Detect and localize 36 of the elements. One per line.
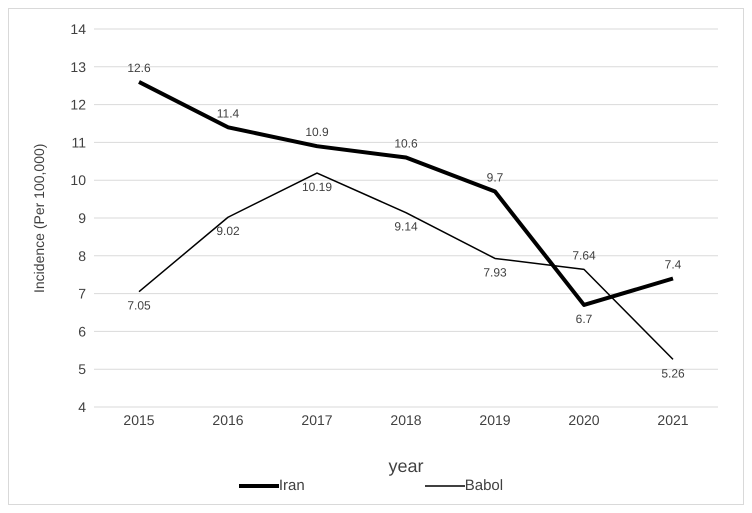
data-label: 5.26 xyxy=(661,366,685,380)
data-label: 10.19 xyxy=(302,180,332,194)
x-tick-label: 2020 xyxy=(568,412,600,428)
y-tick-label: 7 xyxy=(78,286,86,302)
data-label: 12.6 xyxy=(127,60,151,75)
data-label: 9.7 xyxy=(486,170,504,185)
data-label: 7.93 xyxy=(483,265,507,280)
y-tick-label: 13 xyxy=(70,58,86,75)
y-tick-label: 11 xyxy=(71,134,86,150)
data-label: 7.64 xyxy=(572,248,596,262)
legend-label: Iran xyxy=(278,477,305,494)
x-tick-label: 2016 xyxy=(212,412,244,428)
data-label: 7.4 xyxy=(664,257,682,272)
y-tick-label: 9 xyxy=(78,210,86,226)
data-label: 11.4 xyxy=(216,106,240,120)
data-label: 9.02 xyxy=(216,224,240,238)
y-tick-label: 6 xyxy=(78,323,86,340)
data-label: 7.05 xyxy=(127,298,151,313)
data-label: 10.9 xyxy=(305,125,329,140)
x-tick-label: 2018 xyxy=(390,412,422,428)
y-tick-label: 8 xyxy=(78,248,86,264)
x-tick-label: 2017 xyxy=(301,412,333,428)
data-label: 6.7 xyxy=(576,312,593,326)
x-tick-label: 2019 xyxy=(479,412,511,428)
y-axis-title: Incidence (Per 100,000) xyxy=(30,144,47,293)
y-tick-label: 10 xyxy=(70,172,86,188)
x-axis-title: year xyxy=(388,456,424,476)
data-label: 9.14 xyxy=(394,220,418,234)
y-tick-label: 4 xyxy=(78,398,86,415)
y-tick-label: 12 xyxy=(70,96,86,113)
x-tick-label: 2015 xyxy=(123,412,155,428)
x-tick-label: 2021 xyxy=(657,412,689,428)
legend-label: Babol xyxy=(464,477,504,494)
y-tick-label: 5 xyxy=(78,361,86,378)
data-label: 10.6 xyxy=(394,136,418,151)
y-tick-label: 14 xyxy=(70,20,86,37)
